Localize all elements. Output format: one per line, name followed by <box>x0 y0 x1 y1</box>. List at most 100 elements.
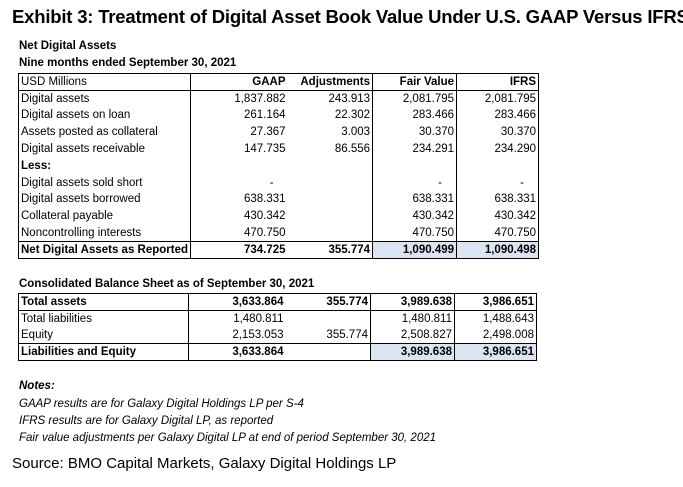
column-header-ifrs: IFRS <box>456 73 540 91</box>
ifrs-value: - <box>456 174 540 192</box>
fair-value: - <box>372 174 457 192</box>
adjustment-value <box>288 157 373 174</box>
total-label: Net Digital Assets as Reported <box>17 240 191 259</box>
row-label: Total assets <box>18 293 189 311</box>
ifrs-value <box>456 157 540 175</box>
ifrs-value: 2,081.795 <box>456 89 540 108</box>
row-label: Digital assets receivable <box>17 140 191 158</box>
column-header-fair-value: Fair Value <box>372 73 457 91</box>
row-label: Assets posted as collateral <box>17 123 191 141</box>
fair-value <box>372 157 457 175</box>
gaap-value: 3,633.864 <box>188 343 286 362</box>
row-label: Noncontrolling interests <box>17 224 191 242</box>
row-label: Digital assets <box>17 89 191 108</box>
gaap-value: 638.331 <box>190 191 288 208</box>
note-line: IFRS results are for Galaxy Digital LP, … <box>19 415 274 427</box>
balance-sheet-heading: Consolidated Balance Sheet as of Septemb… <box>19 278 315 290</box>
ifrs-value: 3,986.651 <box>454 293 537 311</box>
adjustment-value <box>286 310 371 327</box>
column-header-gaap: GAAP <box>190 73 288 91</box>
ifrs-value: 3,986.651 <box>454 343 537 362</box>
ifrs-value: 2,498.008 <box>454 327 537 344</box>
source-line: Source: BMO Capital Markets, Galaxy Digi… <box>12 455 397 472</box>
adjustment-value: 243.913 <box>287 89 373 108</box>
adjustment-value <box>285 343 371 362</box>
fair-value: 234.291 <box>372 140 457 158</box>
table-row: Digital assets sold short - - - <box>17 174 540 192</box>
ifrs-value: 470.750 <box>456 224 540 242</box>
balance-sheet-table: Total assets 3,633.864 355.774 3,989.638… <box>18 293 537 362</box>
ifrs-value: 283.466 <box>456 107 540 124</box>
table-header-row: USD Millions GAAP Adjustments Fair Value… <box>17 73 540 91</box>
column-header-adjustments: Adjustments <box>287 73 373 91</box>
net-digital-assets-heading: Net Digital Assets <box>19 40 117 52</box>
total-adjustments: 355.774 <box>287 240 373 259</box>
row-label: Digital assets borrowed <box>17 191 191 208</box>
net-digital-assets-table: USD Millions GAAP Adjustments Fair Value… <box>17 73 540 259</box>
note-line: GAAP results are for Galaxy Digital Hold… <box>19 398 304 410</box>
table-row: Digital assets 1,837.882 243.913 2,081.7… <box>17 89 540 108</box>
table-row: Total liabilities 1,480.811 1,480.811 1,… <box>18 310 537 328</box>
gaap-value: 3,633.864 <box>188 293 286 311</box>
fair-value: 2,508.827 <box>370 327 455 344</box>
ifrs-value: 430.342 <box>456 207 540 225</box>
fair-value: 2,081.795 <box>372 89 457 108</box>
column-header-usd-millions: USD Millions <box>17 73 191 91</box>
ifrs-value: 638.331 <box>456 191 540 208</box>
ifrs-value: 1,488.643 <box>454 310 537 328</box>
fair-value: 3,989.638 <box>370 343 455 362</box>
adjustment-value: 355.774 <box>326 329 368 342</box>
adjustment-value <box>288 174 373 191</box>
row-label: Equity <box>18 327 189 344</box>
total-gaap: 734.725 <box>190 240 288 259</box>
row-label: Less: <box>17 157 191 175</box>
gaap-value: 27.367 <box>190 123 288 141</box>
gaap-value: 261.164 <box>190 107 288 124</box>
gaap-value: 1,480.811 <box>188 310 286 328</box>
net-digital-assets-total-row: Net Digital Assets as Reported 734.725 3… <box>17 240 540 259</box>
gaap-value: 147.735 <box>190 140 288 158</box>
row-label: Liabilities and Equity <box>18 343 189 362</box>
adjustment-value <box>288 191 373 208</box>
adjustment-value <box>288 208 373 225</box>
table-row: Assets posted as collateral 27.367 3.003… <box>17 123 540 141</box>
gaap-value: - <box>190 174 288 192</box>
adjustment-value: 355.774 <box>285 293 371 311</box>
table-row: Noncontrolling interests 470.750 470.750… <box>17 224 540 242</box>
notes-title: Notes: <box>19 380 55 392</box>
table-row: Collateral payable 430.342 430.342 430.3… <box>17 207 540 225</box>
adjustment-value <box>288 225 373 242</box>
gaap-value: 1,837.882 <box>190 89 288 108</box>
adjustment-value: 86.556 <box>334 143 371 156</box>
fair-value: 470.750 <box>372 224 457 242</box>
row-label: Digital assets on loan <box>17 107 191 124</box>
gaap-value: 470.750 <box>190 224 288 242</box>
total-ifrs: 1,090.498 <box>456 240 540 259</box>
fair-value: 3,989.638 <box>370 293 455 311</box>
gaap-value <box>190 157 288 175</box>
table-row-less: Less: <box>17 157 540 175</box>
table-row: Equity 2,153.053 355.774 2,508.827 2,498… <box>18 327 537 344</box>
adjustment-value: 3.003 <box>341 126 371 139</box>
fair-value: 283.466 <box>372 107 457 124</box>
table-row: Digital assets receivable 147.735 86.556… <box>17 140 540 158</box>
fair-value: 430.342 <box>372 207 457 225</box>
total-fair-value: 1,090.499 <box>372 240 457 259</box>
total-assets-row: Total assets 3,633.864 355.774 3,989.638… <box>18 293 537 311</box>
fair-value: 638.331 <box>372 191 457 208</box>
fair-value: 30.370 <box>372 123 457 141</box>
gaap-value: 2,153.053 <box>188 327 286 344</box>
note-line: Fair value adjustments per Galaxy Digita… <box>19 432 437 444</box>
period-subheading: Nine months ended September 30, 2021 <box>19 57 237 69</box>
row-label: Total liabilities <box>18 310 189 328</box>
ifrs-value: 30.370 <box>456 123 540 141</box>
exhibit-title: Exhibit 3: Treatment of Digital Asset Bo… <box>12 6 683 27</box>
adjustment-value: 22.302 <box>334 109 371 122</box>
ifrs-value: 234.290 <box>456 140 540 158</box>
gaap-value: 430.342 <box>190 207 288 225</box>
row-label: Digital assets sold short <box>17 174 191 192</box>
table-row: Digital assets borrowed 638.331 638.331 … <box>17 191 540 208</box>
fair-value: 1,480.811 <box>370 310 455 328</box>
liabilities-equity-total-row: Liabilities and Equity 3,633.864 3,989.6… <box>18 343 537 362</box>
row-label: Collateral payable <box>17 207 191 225</box>
